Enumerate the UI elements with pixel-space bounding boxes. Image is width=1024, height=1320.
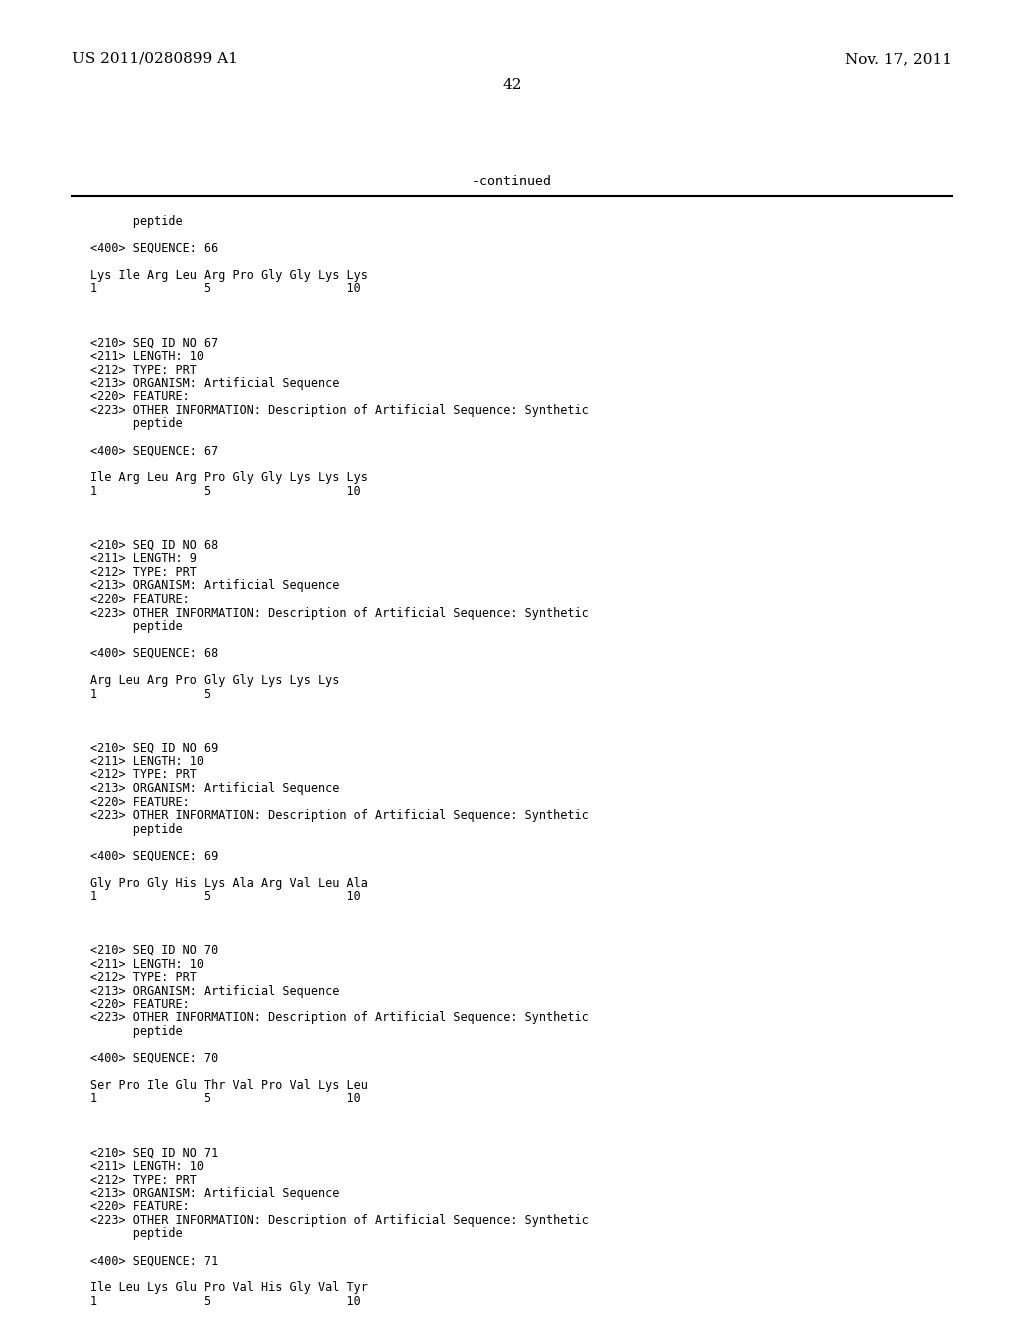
Text: <220> FEATURE:: <220> FEATURE: [90, 1200, 189, 1213]
Text: <400> SEQUENCE: 70: <400> SEQUENCE: 70 [90, 1052, 218, 1065]
Text: <400> SEQUENCE: 67: <400> SEQUENCE: 67 [90, 445, 218, 458]
Text: <220> FEATURE:: <220> FEATURE: [90, 998, 189, 1011]
Text: <212> TYPE: PRT: <212> TYPE: PRT [90, 363, 197, 376]
Text: Gly Pro Gly His Lys Ala Arg Val Leu Ala: Gly Pro Gly His Lys Ala Arg Val Leu Ala [90, 876, 368, 890]
Text: peptide: peptide [90, 215, 182, 228]
Text: <213> ORGANISM: Artificial Sequence: <213> ORGANISM: Artificial Sequence [90, 1187, 339, 1200]
Text: <213> ORGANISM: Artificial Sequence: <213> ORGANISM: Artificial Sequence [90, 781, 339, 795]
Text: 1               5                   10: 1 5 10 [90, 484, 360, 498]
Text: peptide: peptide [90, 1026, 182, 1038]
Text: <400> SEQUENCE: 69: <400> SEQUENCE: 69 [90, 850, 218, 862]
Text: Ile Leu Lys Glu Pro Val His Gly Val Tyr: Ile Leu Lys Glu Pro Val His Gly Val Tyr [90, 1282, 368, 1295]
Text: <211> LENGTH: 10: <211> LENGTH: 10 [90, 350, 204, 363]
Text: <213> ORGANISM: Artificial Sequence: <213> ORGANISM: Artificial Sequence [90, 985, 339, 998]
Text: peptide: peptide [90, 1228, 182, 1241]
Text: <211> LENGTH: 10: <211> LENGTH: 10 [90, 957, 204, 970]
Text: <210> SEQ ID NO 68: <210> SEQ ID NO 68 [90, 539, 218, 552]
Text: <223> OTHER INFORMATION: Description of Artificial Sequence: Synthetic: <223> OTHER INFORMATION: Description of … [90, 1214, 589, 1228]
Text: <210> SEQ ID NO 67: <210> SEQ ID NO 67 [90, 337, 218, 350]
Text: <400> SEQUENCE: 71: <400> SEQUENCE: 71 [90, 1254, 218, 1267]
Text: <223> OTHER INFORMATION: Description of Artificial Sequence: Synthetic: <223> OTHER INFORMATION: Description of … [90, 809, 589, 822]
Text: <223> OTHER INFORMATION: Description of Artificial Sequence: Synthetic: <223> OTHER INFORMATION: Description of … [90, 404, 589, 417]
Text: US 2011/0280899 A1: US 2011/0280899 A1 [72, 51, 238, 66]
Text: 1               5                   10: 1 5 10 [90, 890, 360, 903]
Text: <223> OTHER INFORMATION: Description of Artificial Sequence: Synthetic: <223> OTHER INFORMATION: Description of … [90, 1011, 589, 1024]
Text: <210> SEQ ID NO 69: <210> SEQ ID NO 69 [90, 742, 218, 755]
Text: -continued: -continued [472, 176, 552, 187]
Text: <220> FEATURE:: <220> FEATURE: [90, 593, 189, 606]
Text: <213> ORGANISM: Artificial Sequence: <213> ORGANISM: Artificial Sequence [90, 579, 339, 593]
Text: 1               5                   10: 1 5 10 [90, 282, 360, 296]
Text: Arg Leu Arg Pro Gly Gly Lys Lys Lys: Arg Leu Arg Pro Gly Gly Lys Lys Lys [90, 675, 339, 686]
Text: <212> TYPE: PRT: <212> TYPE: PRT [90, 1173, 197, 1187]
Text: <211> LENGTH: 10: <211> LENGTH: 10 [90, 755, 204, 768]
Text: Ile Arg Leu Arg Pro Gly Gly Lys Lys Lys: Ile Arg Leu Arg Pro Gly Gly Lys Lys Lys [90, 471, 368, 484]
Text: <212> TYPE: PRT: <212> TYPE: PRT [90, 972, 197, 983]
Text: Ser Pro Ile Glu Thr Val Pro Val Lys Leu: Ser Pro Ile Glu Thr Val Pro Val Lys Leu [90, 1078, 368, 1092]
Text: <400> SEQUENCE: 68: <400> SEQUENCE: 68 [90, 647, 218, 660]
Text: <213> ORGANISM: Artificial Sequence: <213> ORGANISM: Artificial Sequence [90, 378, 339, 389]
Text: <220> FEATURE:: <220> FEATURE: [90, 391, 189, 404]
Text: peptide: peptide [90, 822, 182, 836]
Text: Lys Ile Arg Leu Arg Pro Gly Gly Lys Lys: Lys Ile Arg Leu Arg Pro Gly Gly Lys Lys [90, 269, 368, 282]
Text: peptide: peptide [90, 417, 182, 430]
Text: <212> TYPE: PRT: <212> TYPE: PRT [90, 566, 197, 579]
Text: <400> SEQUENCE: 66: <400> SEQUENCE: 66 [90, 242, 218, 255]
Text: 42: 42 [502, 78, 522, 92]
Text: <223> OTHER INFORMATION: Description of Artificial Sequence: Synthetic: <223> OTHER INFORMATION: Description of … [90, 606, 589, 619]
Text: <211> LENGTH: 10: <211> LENGTH: 10 [90, 1160, 204, 1173]
Text: peptide: peptide [90, 620, 182, 634]
Text: <211> LENGTH: 9: <211> LENGTH: 9 [90, 553, 197, 565]
Text: <210> SEQ ID NO 70: <210> SEQ ID NO 70 [90, 944, 218, 957]
Text: 1               5                   10: 1 5 10 [90, 1093, 360, 1106]
Text: 1               5                   10: 1 5 10 [90, 1295, 360, 1308]
Text: 1               5: 1 5 [90, 688, 211, 701]
Text: <212> TYPE: PRT: <212> TYPE: PRT [90, 768, 197, 781]
Text: <210> SEQ ID NO 71: <210> SEQ ID NO 71 [90, 1147, 218, 1159]
Text: Nov. 17, 2011: Nov. 17, 2011 [845, 51, 952, 66]
Text: <220> FEATURE:: <220> FEATURE: [90, 796, 189, 808]
